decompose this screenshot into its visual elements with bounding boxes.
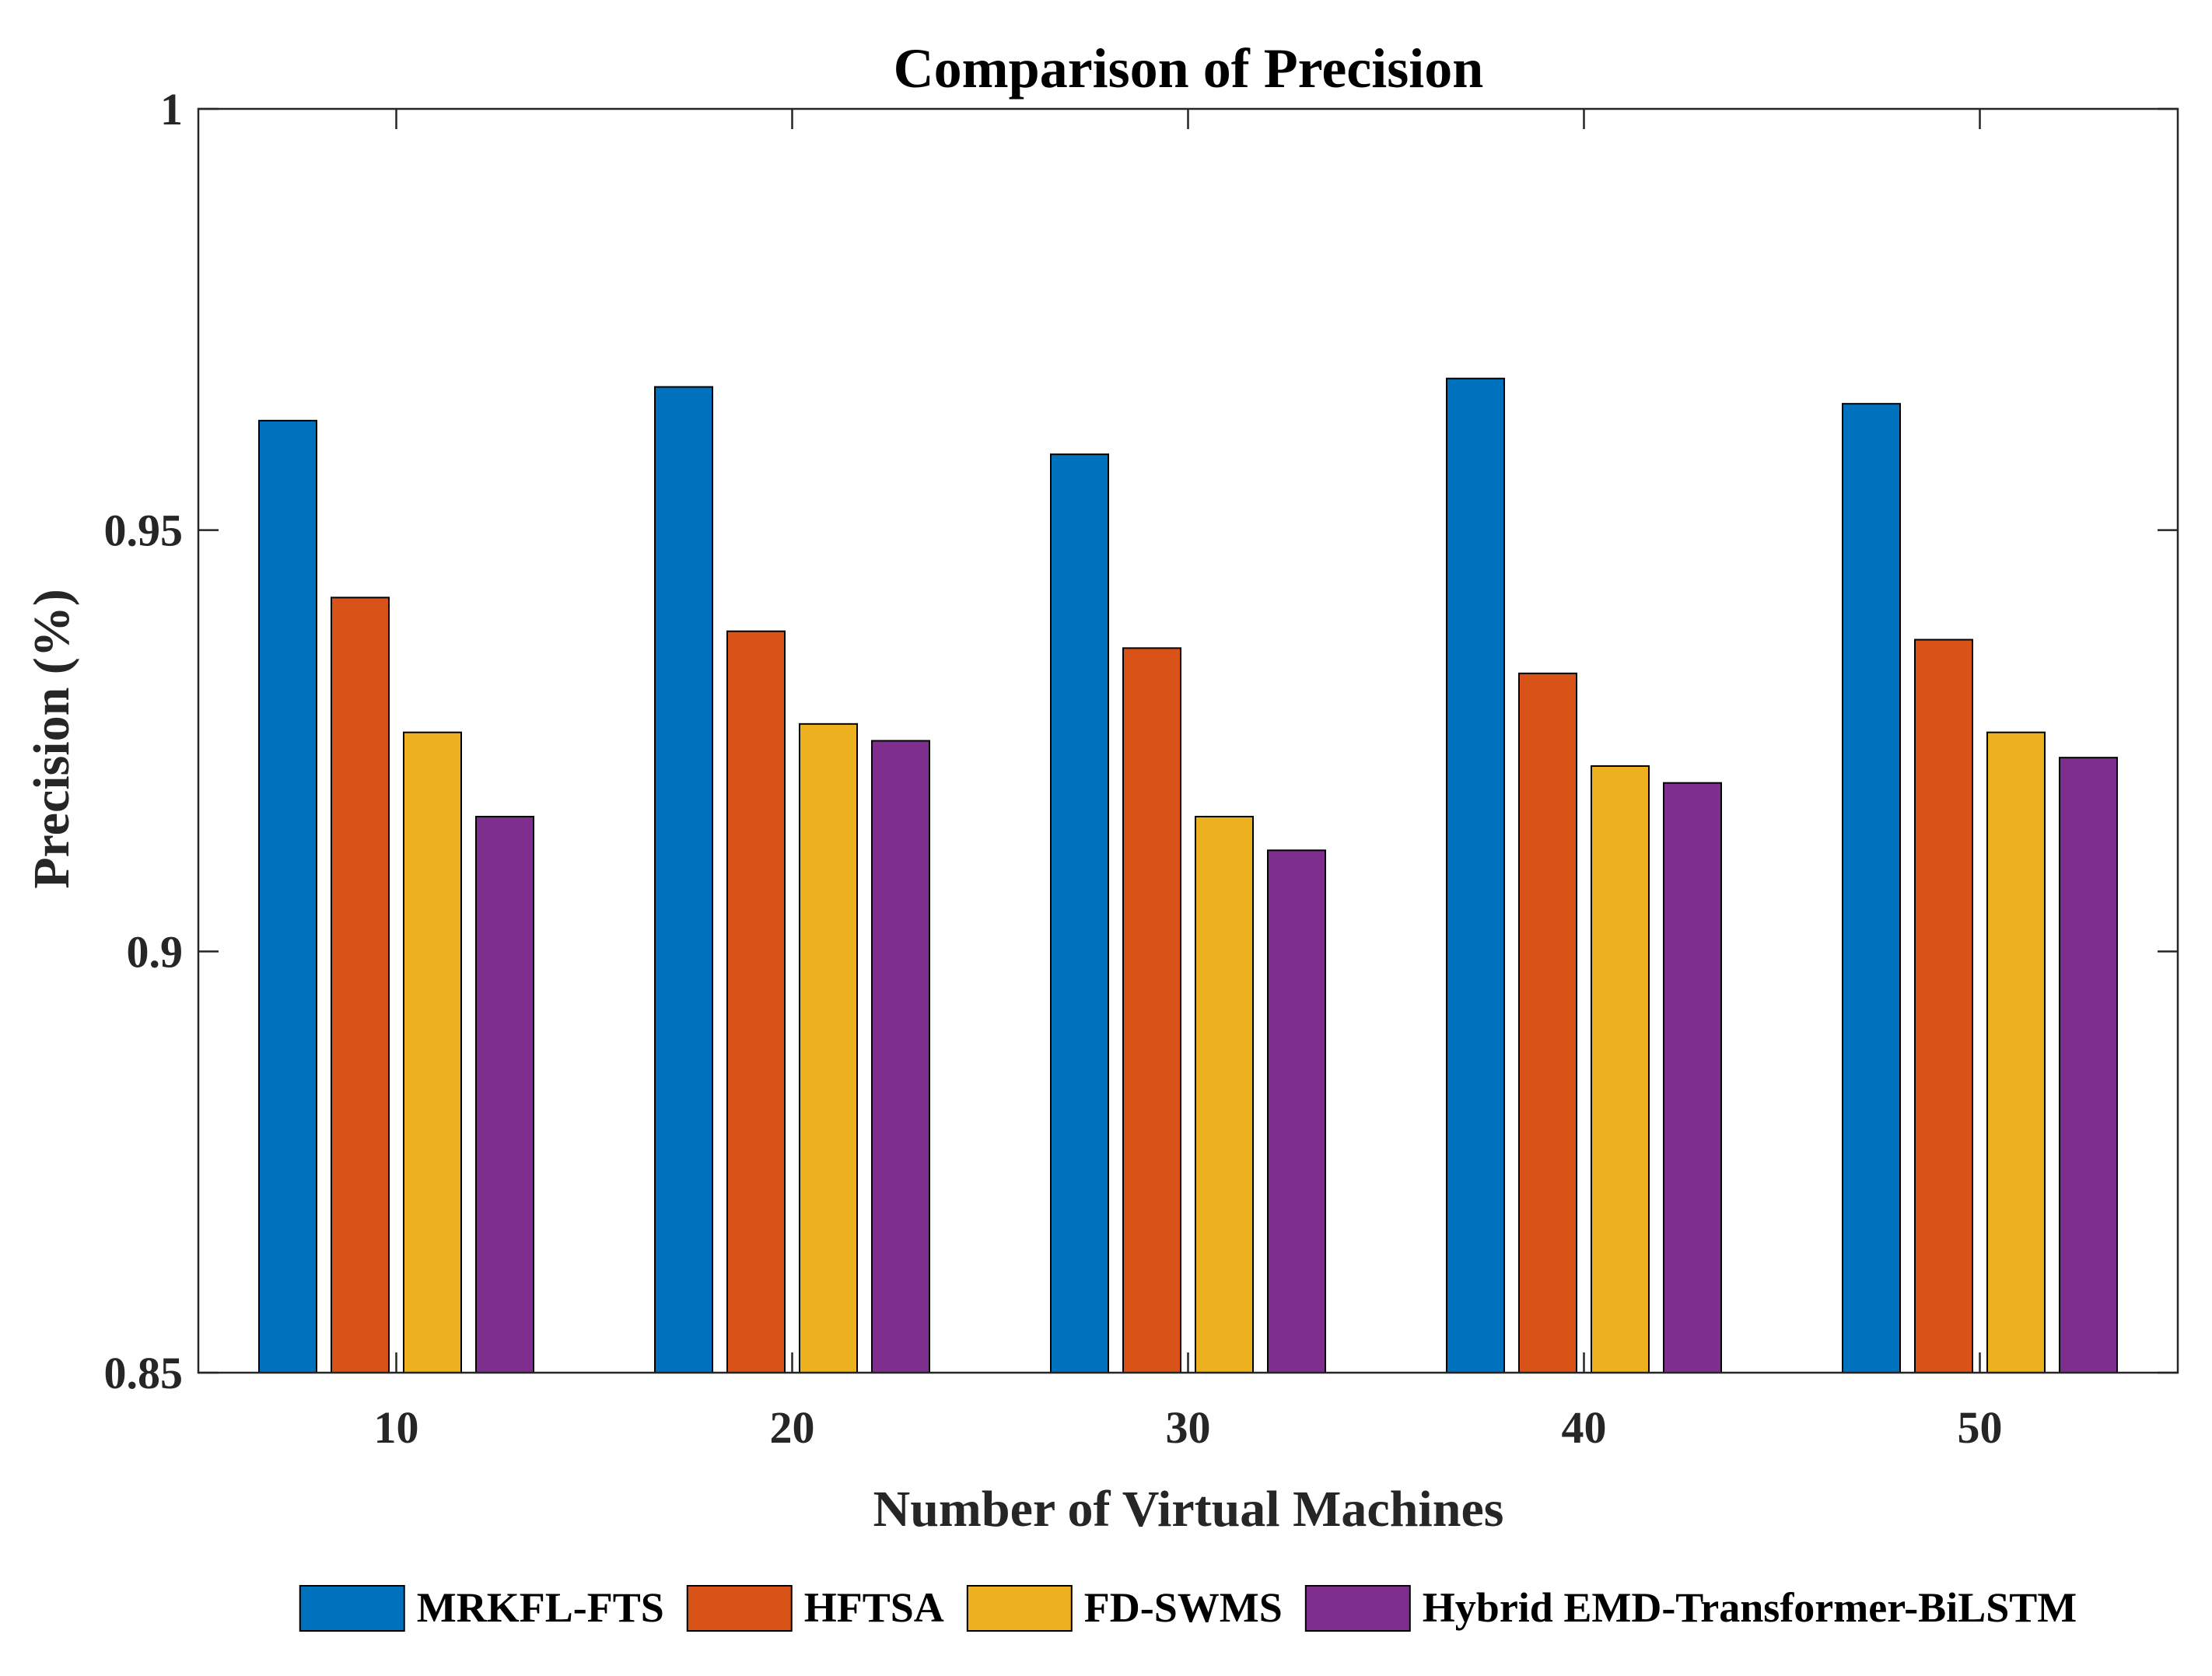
bar-fd-swms-40 [1591,765,1650,1373]
x-tick-label: 40 [1562,1402,1607,1453]
legend-swatch-fd-swms [966,1585,1073,1632]
y-tick-label: 0.85 [104,1348,184,1398]
bar-mrkfl-fts-20 [654,386,713,1373]
bar-fd-swms-10 [403,731,462,1373]
bar-hybrid-emd-transformer-bilstm-10 [475,816,534,1373]
legend-label-hybrid-emd-transformer-bilstm: Hybrid EMD-Transformer-BiLSTM [1423,1584,2077,1631]
bar-mrkfl-fts-50 [1842,403,1901,1374]
bar-fd-swms-20 [799,723,858,1373]
y-tick-label: 0.9 [127,926,184,977]
legend-label-fd-swms: FD-SWMS [1084,1584,1283,1631]
bars-group [258,377,2118,1374]
x-tick-label: 10 [374,1402,419,1453]
bar-fd-swms-30 [1195,816,1254,1373]
bar-hftsa-50 [1914,639,1973,1373]
y-tick-label: 1 [160,84,183,135]
bar-fd-swms-50 [1986,731,2046,1373]
bar-hybrid-emd-transformer-bilstm-50 [2059,757,2118,1373]
bar-hybrid-emd-transformer-bilstm-30 [1267,849,1326,1374]
legend-swatch-mrkfl-fts [299,1585,405,1632]
y-tick-label: 0.95 [104,506,184,556]
x-axis-label: Number of Virtual Machines [873,1481,1504,1538]
legend-swatch-hybrid-emd-transformer-bilstm [1304,1585,1411,1632]
x-tick-label: 20 [770,1402,815,1453]
y-axis-label: Precision (%) [23,589,80,889]
bar-hftsa-10 [331,597,390,1373]
y-axis-ticks: 0.85 0.9 0.95 1 [104,84,2178,1398]
bar-hftsa-20 [726,630,786,1373]
x-tick-label: 30 [1166,1402,1211,1453]
bar-hftsa-30 [1122,647,1181,1373]
bar-hybrid-emd-transformer-bilstm-40 [1663,782,1722,1373]
chart-title: Comparison of Precision [894,37,1484,100]
bar-hftsa-40 [1518,672,1577,1373]
legend-label-hftsa: HFTSA [804,1584,944,1631]
legend-label-mrkfl-fts: MRKFL-FTS [417,1584,664,1631]
legend-swatch-hftsa [686,1585,793,1632]
legend: MRKFL-FTS HFTSA FD-SWMS Hybrid EMD-Transfor… [299,1584,2077,1632]
bar-mrkfl-fts-10 [258,419,317,1373]
x-tick-label: 50 [1958,1402,2003,1453]
x-axis-ticks: 10 20 30 40 50 [374,109,2003,1453]
bar-mrkfl-fts-30 [1050,453,1109,1374]
bar-mrkfl-fts-40 [1446,377,1505,1374]
bar-hybrid-emd-transformer-bilstm-20 [871,740,930,1373]
